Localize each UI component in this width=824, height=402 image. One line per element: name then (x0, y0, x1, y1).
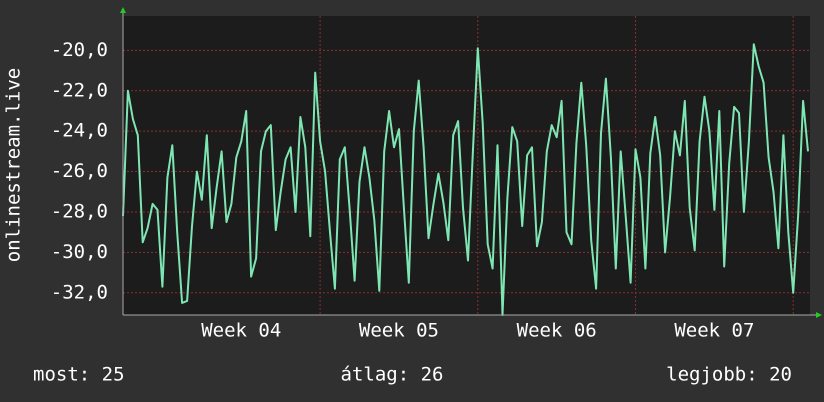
y-tick-label: -20,0 (51, 39, 108, 61)
y-tick-label: -28,0 (51, 200, 108, 222)
plot (122, 43, 809, 316)
plot-area (123, 16, 810, 315)
y-tick-label: -22,0 (51, 79, 108, 101)
x-tick-label: Week 04 (201, 320, 281, 342)
y-tick-label: -24,0 (51, 120, 108, 142)
y-axis-arrow (120, 7, 126, 13)
y-tick-label: -32,0 (51, 281, 108, 303)
y-tick-label: -30,0 (51, 241, 108, 263)
line-series (122, 43, 809, 316)
y-tick-label: -26,0 (51, 160, 108, 182)
footer-average: átlag: 26 (341, 364, 444, 386)
y-axis-label: onlinestream.live (3, 68, 25, 262)
footer-current: most: 25 (33, 364, 125, 386)
x-tick-label: Week 05 (359, 320, 439, 342)
x-tick-label: Week 06 (517, 320, 597, 342)
footer-max: legjobb: 20 (666, 364, 792, 386)
x-axis-arrow (816, 312, 822, 318)
x-tick-label: Week 07 (674, 320, 754, 342)
